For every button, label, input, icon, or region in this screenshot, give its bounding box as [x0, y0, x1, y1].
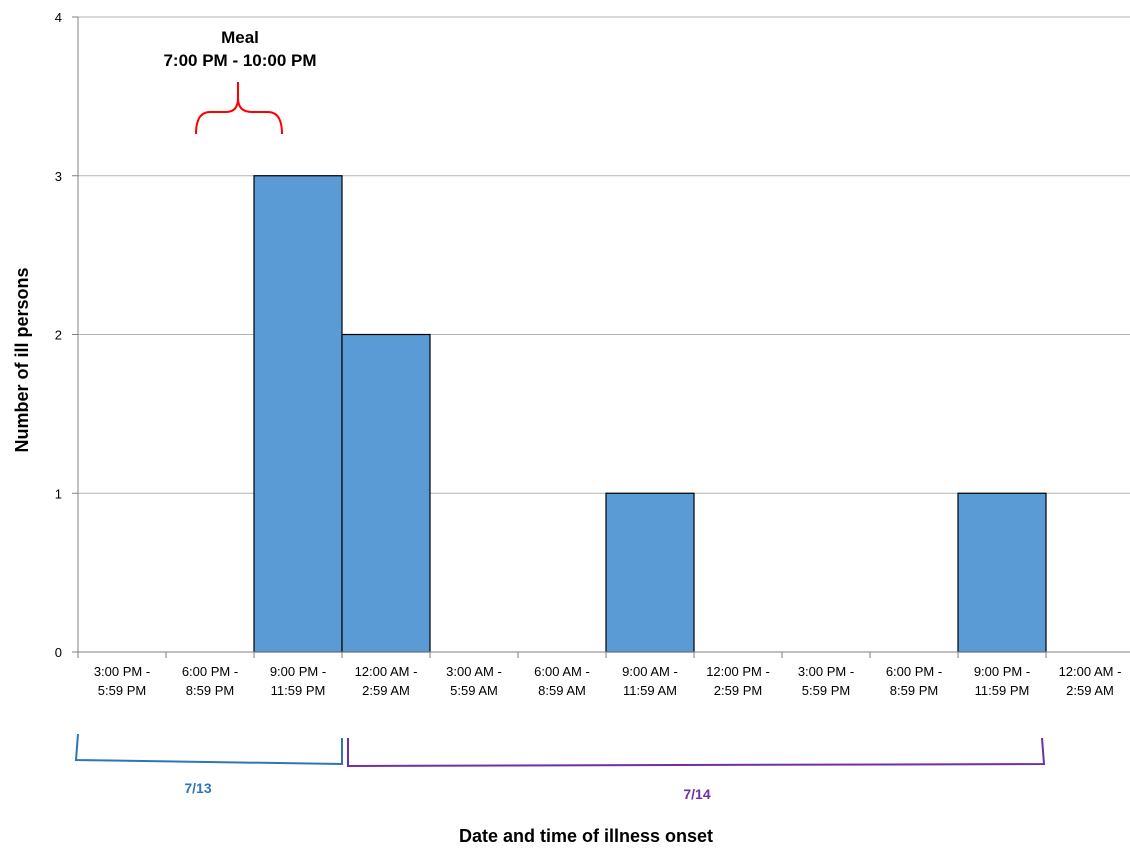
axes [72, 16, 1130, 658]
bar [605, 492, 695, 653]
x-tick-label: 12:00 AM -2:59 AM [355, 664, 418, 698]
tick-labels: 0 1 2 3 4 3:00 PM -5:59 PM 6:00 PM -8:59 PM 9:0… [55, 10, 1122, 698]
x-tick-label: 3:00 AM -5:59 AM [446, 664, 502, 698]
x-tick-label: 9:00 PM -11:59 PM [974, 664, 1030, 698]
bar [341, 333, 431, 653]
x-tick-label: 3:00 PM -5:59 PM [798, 664, 854, 698]
x-tick-label: 9:00 PM -11:59 PM [270, 664, 326, 698]
bar [957, 492, 1047, 653]
x-tick-label: 12:00 PM -2:59 PM [706, 664, 770, 698]
y-axis-title: Number of ill persons [12, 267, 32, 452]
x-tick-label: 6:00 PM -8:59 PM [182, 664, 238, 698]
y-tick-label: 0 [55, 645, 62, 660]
x-tick-label: 9:00 AM -11:59 AM [622, 664, 678, 698]
bars [253, 175, 1047, 653]
date-bracket-7-14 [347, 737, 1046, 768]
y-tick-label: 4 [55, 10, 62, 25]
date-bracket-7-13 [74, 733, 343, 766]
x-tick-label: 6:00 AM -8:59 AM [534, 664, 590, 698]
date-group-7-14: 7/14 [347, 737, 1046, 802]
date-group-7-13: 7/13 [74, 733, 343, 796]
x-tick-label: 6:00 PM -8:59 PM [886, 664, 942, 698]
date-label-7-14: 7/14 [683, 786, 710, 802]
y-tick-label: 2 [55, 328, 62, 343]
gridlines [78, 16, 1130, 494]
x-tick-label: 12:00 AM -2:59 AM [1059, 664, 1122, 698]
x-tick-label: 3:00 PM -5:59 PM [94, 664, 150, 698]
meal-brace [195, 82, 283, 135]
meal-annotation: Meal 7:00 PM - 10:00 PM [163, 28, 317, 135]
x-axis-title: Date and time of illness onset [459, 826, 713, 846]
y-tick-label: 3 [55, 169, 62, 184]
meal-time-range: 7:00 PM - 10:00 PM [163, 51, 316, 70]
y-tick-label: 1 [55, 486, 62, 501]
bar [253, 175, 343, 653]
meal-title: Meal [221, 28, 259, 47]
date-label-7-13: 7/13 [184, 780, 211, 796]
